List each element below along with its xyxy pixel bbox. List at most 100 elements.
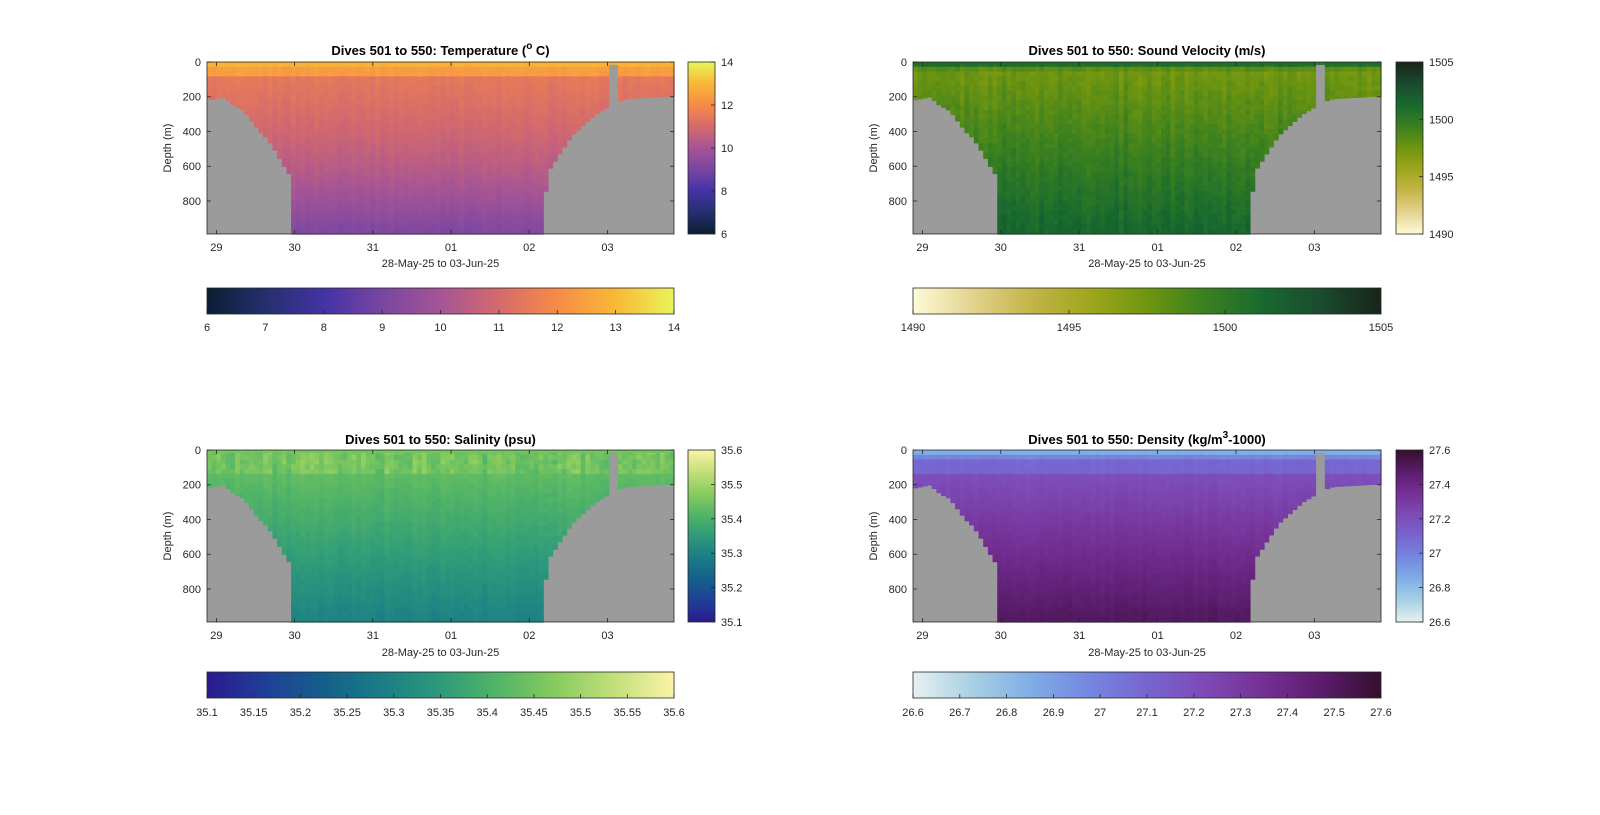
heatmap-cell [342,186,348,192]
heatmap-cell [501,191,507,197]
heatmap-cell [1161,191,1167,197]
heatmap-cell [1020,85,1026,92]
heatmap-cell [431,171,437,178]
heatmap-cell [1282,105,1288,111]
heatmap-cell [300,219,306,226]
heatmap-cell [997,71,1003,77]
heatmap-cell [445,210,451,216]
heatmap-cell [482,95,488,101]
heatmap-cell [1090,162,1097,168]
heatmap-cell [473,105,479,111]
heatmap-cell [501,171,507,178]
heatmap-cell [412,114,418,120]
heatmap-cell [1259,95,1265,101]
heatmap-cell [1231,191,1237,197]
heatmap-cell [361,109,367,116]
heatmap-cell [1048,133,1054,140]
heatmap-cell [1044,109,1050,116]
heatmap-cell [491,95,498,101]
heatmap-cell [529,157,535,163]
heatmap-cell [931,95,937,101]
heatmap-cell [379,186,386,192]
heatmap-cell [1020,100,1026,106]
heatmap-cell [622,90,628,97]
heatmap-cell [491,162,498,168]
heatmap-cell [1142,171,1148,178]
heatmap-cell [1231,95,1237,101]
heatmap-cell [459,105,465,111]
heatmap-cell [1034,85,1040,92]
heatmap-cell [235,95,241,101]
heatmap-cell [945,81,952,87]
heatmap-cell [211,95,217,100]
heatmap-cell [370,148,376,154]
heatmap-cell [342,128,348,135]
heatmap-cell [473,181,479,187]
heatmap-cell [978,66,984,73]
heatmap-cell [1198,119,1204,125]
heatmap-cell [1118,76,1125,82]
heatmap-cell [1221,152,1228,159]
heatmap-cell [449,171,456,178]
heatmap-cell [468,95,474,101]
heatmap-cell [603,66,610,73]
heatmap-cell [1053,181,1059,187]
heatmap-cell [580,109,586,116]
heatmap-cell [323,109,330,116]
heatmap-cell [515,157,521,163]
heatmap-cell [342,95,348,101]
heatmap-cell [1221,138,1228,144]
heatmap-cell [973,105,980,111]
heatmap-cell [1296,76,1303,82]
heatmap-cell [1212,167,1218,173]
heatmap-cell [552,157,558,162]
heatmap-cell [370,71,376,77]
heatmap-cell [309,148,316,154]
heatmap-cell [244,90,250,97]
heatmap-cell [927,85,933,92]
heatmap-cell [459,119,465,125]
heatmap-cell [533,90,540,97]
heatmap-cell [244,95,250,101]
heatmap-cell [636,66,642,73]
heatmap-cell [496,157,502,163]
heatmap-cell [1147,105,1153,111]
heatmap-cell [314,191,320,197]
heatmap-cell [337,95,344,101]
heatmap-cell [1109,229,1115,235]
heatmap-cell [543,171,549,178]
heatmap-cell [1142,124,1148,130]
heatmap-cell [351,171,358,178]
heatmap-cell [403,195,409,202]
heatmap-cell [431,162,437,168]
heatmap-cell [407,138,414,144]
heatmap-cell [515,195,521,202]
heatmap-cell [1048,195,1054,202]
heatmap-cell [1025,105,1031,111]
heatmap-cell [1090,124,1097,130]
heatmap-cell [589,66,596,73]
heatmap-cell [412,138,418,144]
heatmap-cell [244,76,250,82]
heatmap-cell [459,195,465,202]
heatmap-cell [403,100,409,106]
heatmap-cell [1076,224,1083,230]
heatmap-cell [533,195,540,202]
heatmap-cell [524,167,530,173]
heatmap-cell [417,124,423,130]
heatmap-cell [543,133,549,140]
heatmap-cell [370,85,376,92]
heatmap-cell [1198,90,1204,97]
heatmap-cell [309,85,316,92]
heatmap-cell [1268,143,1274,148]
heatmap-cell [1123,85,1129,92]
heatmap-cell [1259,105,1265,111]
heatmap-cell [1212,66,1218,73]
heatmap-cell [1156,109,1162,116]
heatmap-cell [1189,114,1195,120]
hcolorbar-tick-label: 8 [321,322,327,334]
heatmap-cell [356,205,362,211]
heatmap-cell [267,71,273,77]
heatmap-cell [1086,66,1092,73]
heatmap-cell [969,133,975,138]
